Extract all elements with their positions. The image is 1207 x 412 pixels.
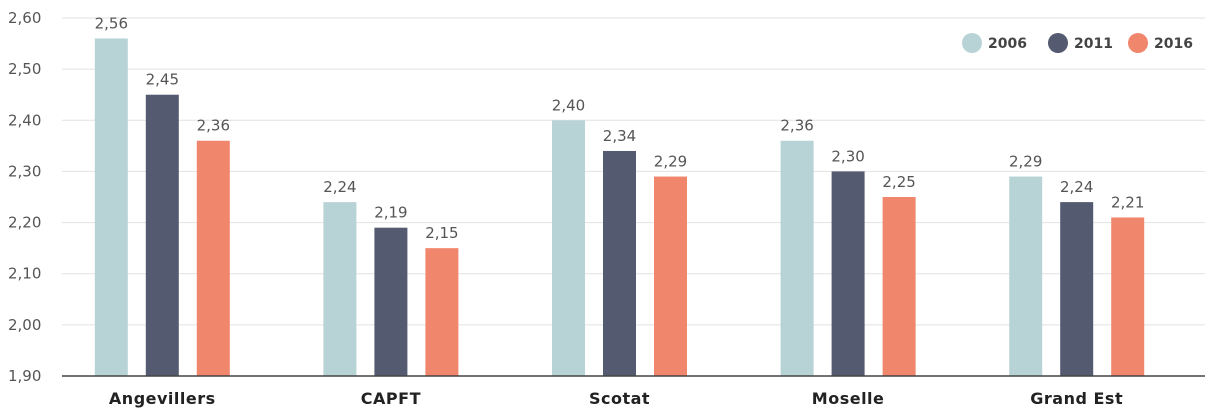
bar-2016 (425, 248, 459, 376)
y-tick-label: 2,30 (8, 162, 41, 180)
data-label: 2,25 (882, 173, 915, 191)
bar-2006 (1009, 176, 1043, 376)
data-labels: 2,56 2,45 2,36 2,24 2,19 2,15 2,40 2,34 2,29 2,36… (95, 14, 1145, 242)
y-tick-label: 2,60 (8, 9, 41, 27)
data-label: 2,24 (323, 178, 356, 196)
data-label: 2,34 (603, 127, 636, 145)
y-tick-label: 2,40 (8, 111, 41, 129)
bars (94, 38, 1145, 377)
category-label: CAPFT (361, 389, 421, 408)
y-tick-label: 2,20 (8, 214, 41, 232)
bar-2006 (780, 140, 814, 376)
y-tick-label: 1,90 (8, 367, 41, 385)
data-label: 2,36 (197, 117, 230, 135)
data-label: 2,30 (831, 147, 864, 165)
data-label: 2,36 (780, 117, 813, 135)
x-axis-categories: Angevillers CAPFT Scotat Moselle Grand Est (109, 389, 1123, 408)
data-label: 2,21 (1111, 193, 1144, 211)
legend-label: 2006 (988, 36, 1027, 52)
bar-2016 (882, 197, 916, 376)
legend-label: 2011 (1074, 36, 1113, 52)
bar-2011 (603, 150, 636, 376)
category-label: Angevillers (109, 389, 216, 408)
bar-2006 (94, 38, 128, 376)
y-tick-label: 2,10 (8, 265, 41, 283)
data-label: 2,19 (374, 204, 407, 222)
bar-2011 (374, 227, 408, 376)
legend-marker (1128, 33, 1148, 53)
data-label: 2,15 (425, 224, 458, 242)
bar-2011 (145, 94, 179, 376)
y-tick-label: 2,00 (8, 316, 41, 334)
data-label: 2,40 (552, 96, 585, 114)
bar-2016 (654, 176, 687, 376)
category-label: Scotat (589, 389, 650, 408)
bar-2016 (1111, 217, 1145, 376)
y-axis-ticks: 1,90 2,00 2,10 2,20 2,30 2,40 2,50 2,60 (8, 9, 41, 385)
data-label: 2,45 (146, 71, 179, 89)
y-tick-label: 2,50 (8, 60, 41, 78)
data-label: 2,56 (95, 14, 128, 32)
data-label: 2,24 (1060, 178, 1093, 196)
legend: 2006 2011 2016 (962, 33, 1193, 53)
bar-2011 (1060, 202, 1094, 376)
category-label: Moselle (812, 389, 885, 408)
data-label: 2,29 (1009, 153, 1042, 171)
legend-marker (1048, 33, 1068, 53)
bar-2006 (552, 120, 585, 377)
legend-marker (962, 33, 982, 53)
bar-2016 (196, 140, 230, 376)
bar-2011 (831, 171, 865, 376)
legend-label: 2016 (1154, 36, 1193, 52)
data-label: 2,29 (654, 153, 687, 171)
category-label: Grand Est (1030, 389, 1123, 408)
bar-2006 (323, 202, 357, 376)
